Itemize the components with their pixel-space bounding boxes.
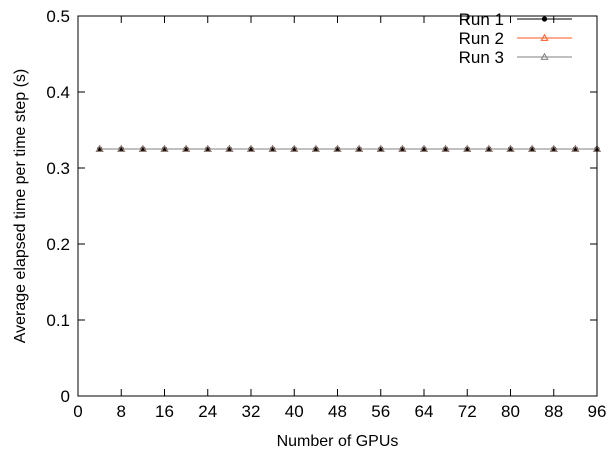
x-tick-label: 56 [371,402,390,421]
data-point-run-3 [246,144,256,152]
data-point-run-3 [225,144,234,152]
legend-label: Run 2 [459,29,504,48]
y-tick-label: 0 [61,387,70,406]
data-point-run-3 [506,144,515,152]
data-point-run-3 [528,144,537,152]
data-point-run-3 [268,144,277,152]
y-tick-label: 0.2 [46,235,70,254]
x-axis-label: Number of GPUs [277,433,399,450]
y-axis-label: Average elapsed time per time step (s) [12,69,29,344]
data-point-run-3 [484,144,493,152]
data-point-run-3 [463,144,472,152]
legend-label: Run 3 [459,48,504,67]
x-tick-label: 32 [242,402,261,421]
x-tick-label: 16 [155,402,174,421]
y-tick-label: 0.4 [46,83,70,102]
data-point-run-3 [398,144,407,152]
x-tick-label: 8 [117,402,126,421]
legend-swatch-marker [540,52,549,60]
series-markers [95,144,602,152]
data-point-run-3 [355,144,364,152]
data-point-run-3 [441,144,450,152]
x-tick-label: 96 [588,402,607,421]
data-point-run-3 [419,144,429,152]
data-point-run-3 [549,144,558,152]
x-tick-label: 24 [198,402,217,421]
legend-label: Run 1 [459,10,504,29]
x-tick-label: 40 [285,402,304,421]
legend-swatch-marker [541,16,548,22]
data-point-run-3 [95,144,104,152]
data-point-run-3 [160,144,169,152]
x-tick-labels: 0 8 16 24 32 40 48 56 64 72 80 88 96 [73,402,606,421]
x-tick-label: 80 [501,402,520,421]
data-point-run-3 [182,144,191,152]
data-point-run-3 [117,144,126,152]
data-point-run-3 [311,144,320,152]
legend-swatch-marker [540,33,549,41]
data-point-run-3 [203,144,212,152]
data-point-run-3 [333,144,342,152]
axis-ticks [77,15,598,397]
x-tick-label: 64 [415,402,434,421]
x-tick-label: 0 [73,402,82,421]
data-point-run-3 [376,144,385,152]
data-point-run-3 [290,144,299,152]
y-tick-label: 0.1 [46,311,70,330]
y-tick-labels: 0 0.1 0.2 0.3 0.4 0.5 [46,7,70,406]
data-point-run-3 [571,144,580,152]
y-tick-label: 0.5 [46,7,70,26]
data-point-run-3 [138,144,147,152]
x-tick-label: 72 [458,402,477,421]
x-tick-label: 88 [544,402,563,421]
y-tick-label: 0.3 [46,159,70,178]
x-tick-label: 48 [328,402,347,421]
